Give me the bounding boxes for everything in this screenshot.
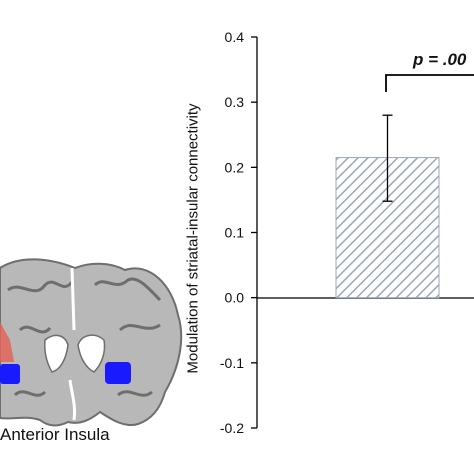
y-tick-label: 0.2 bbox=[225, 159, 245, 175]
ventricle-left bbox=[44, 334, 69, 373]
bar-chart: 0.4 0.3 0.2 0.1 0.0 -0.1 -0.2 bbox=[220, 29, 474, 436]
brain-region-label: Anterior Insula bbox=[0, 425, 110, 444]
insula-roi-right bbox=[105, 362, 131, 384]
y-tick-label: 0.0 bbox=[225, 290, 245, 306]
brain-gyri bbox=[7, 277, 162, 397]
y-ticks: 0.4 0.3 0.2 0.1 0.0 -0.1 -0.2 bbox=[220, 29, 257, 436]
striatum-region bbox=[0, 322, 14, 362]
y-tick-label: -0.2 bbox=[220, 420, 244, 436]
y-axis-label: Modulation of striatal-insular connectiv… bbox=[184, 103, 202, 374]
significance-annotation: p = .00 bbox=[413, 50, 467, 69]
significance-bracket bbox=[385, 74, 474, 92]
y-tick-label: 0.3 bbox=[225, 94, 245, 110]
ventricle-right bbox=[77, 334, 106, 373]
y-tick-label: 0.1 bbox=[225, 225, 245, 241]
brain-slice-image bbox=[0, 258, 183, 427]
insula-roi-left bbox=[0, 364, 20, 384]
y-tick-label: -0.1 bbox=[220, 355, 244, 371]
y-tick-label: 0.4 bbox=[225, 29, 245, 45]
midline-fissure bbox=[68, 267, 76, 421]
